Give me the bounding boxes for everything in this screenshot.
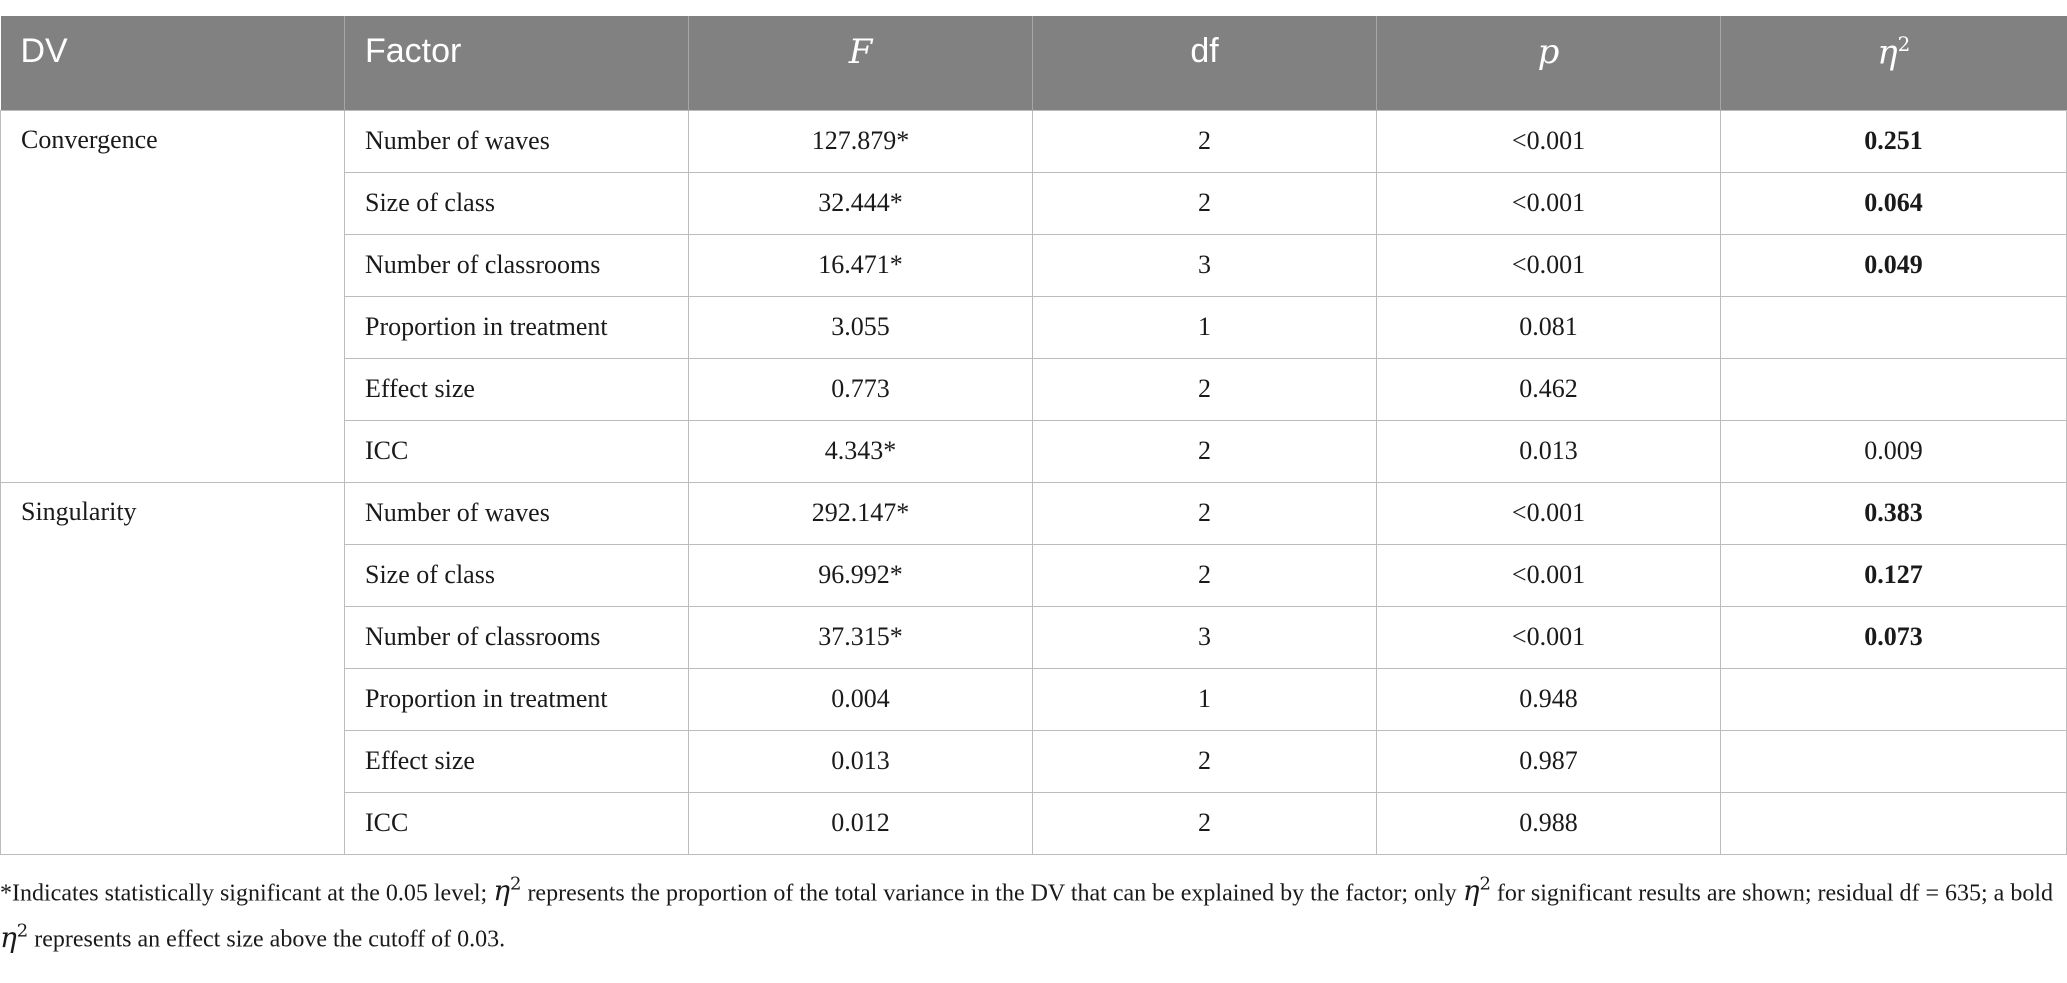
eta-squared-cell: 0.073 <box>1720 605 2067 669</box>
factor-cell: Proportion in treatment <box>344 295 689 359</box>
footnote-eta-1-sup: 2 <box>509 874 522 895</box>
table-row: Number of classrooms 16.471* 3 <0.001 0.049 <box>1 233 2067 297</box>
eta-squared-cell: 0.127 <box>1720 543 2067 607</box>
factor-cell: Proportion in treatment <box>344 667 689 731</box>
header-eta: η2 <box>1720 16 2067 110</box>
eta-squared-cell: 0.009 <box>1720 419 2067 483</box>
df-cell: 2 <box>1032 791 1377 855</box>
footnote-eta-3-sup: 2 <box>16 920 29 942</box>
eta-squared-cell <box>1720 295 2067 359</box>
footnote-eta-2-symbol: η <box>1462 874 1480 908</box>
f-value-cell: 292.147* <box>688 481 1033 545</box>
df-cell: 2 <box>1032 357 1377 421</box>
footnote-eta-1-symbol: η <box>493 874 510 908</box>
footnote-part-2: represents the proportion of the total v… <box>521 880 1463 907</box>
footnote-eta-2: η2 <box>1463 874 1491 907</box>
p-value-cell: <0.001 <box>1376 233 1721 297</box>
f-value-cell: 3.055 <box>688 295 1033 359</box>
factor-cell: Effect size <box>344 357 689 421</box>
table-row: Size of class 32.444* 2 <0.001 0.064 <box>1 171 2067 235</box>
dv-cell: Convergence <box>0 109 345 483</box>
factor-cell: Number of classrooms <box>344 605 689 669</box>
footnote-eta-3: η2 <box>0 920 29 954</box>
df-cell: 2 <box>1032 171 1377 235</box>
p-value-cell: <0.001 <box>1376 171 1721 235</box>
p-value-cell: <0.001 <box>1376 481 1721 545</box>
eta-squared-cell <box>1720 791 2067 855</box>
df-cell: 3 <box>1032 605 1377 669</box>
eta-squared-cell: 0.383 <box>1720 481 2067 545</box>
header-dv: DV <box>0 16 345 110</box>
footnote-part-3: for significant results are shown; resid… <box>1490 880 2053 907</box>
footnote-part-1: *Indicates statistically significant at … <box>0 880 494 907</box>
p-value-cell: 0.987 <box>1376 729 1721 793</box>
p-value-cell: <0.001 <box>1376 605 1721 669</box>
p-value-cell: 0.988 <box>1376 791 1721 855</box>
table-footnote: *Indicates statistically significant at … <box>0 866 2060 959</box>
df-cell: 2 <box>1032 419 1377 483</box>
factor-cell: Size of class <box>344 171 689 235</box>
factor-cell: Effect size <box>344 729 689 793</box>
header-eta-symbol: η <box>1877 32 1898 73</box>
table-row: Proportion in treatment 0.004 1 0.948 <box>1 667 2067 731</box>
f-value-cell: 0.773 <box>688 357 1033 421</box>
dv-cell: Singularity <box>0 481 345 855</box>
p-value-cell: 0.081 <box>1376 295 1721 359</box>
df-cell: 3 <box>1032 233 1377 297</box>
eta-squared-cell: 0.251 <box>1720 109 2067 173</box>
df-cell: 1 <box>1032 295 1377 359</box>
f-value-cell: 37.315* <box>688 605 1033 669</box>
header-p: p <box>1376 16 1721 110</box>
eta-squared-cell <box>1720 729 2067 793</box>
df-cell: 2 <box>1032 481 1377 545</box>
f-value-cell: 16.471* <box>688 233 1033 297</box>
table-row: Effect size 0.013 2 0.987 <box>1 729 2067 793</box>
factor-cell: Number of waves <box>344 481 689 545</box>
table-row: Proportion in treatment 3.055 1 0.081 <box>1 295 2067 359</box>
eta-squared-cell <box>1720 667 2067 731</box>
eta-squared-cell: 0.049 <box>1720 233 2067 297</box>
f-value-cell: 4.343* <box>688 419 1033 483</box>
p-value-cell: <0.001 <box>1376 109 1721 173</box>
header-df: df <box>1032 16 1377 110</box>
factor-cell: Size of class <box>344 543 689 607</box>
table-row: Convergence Number of waves 127.879* 2 <0.00… <box>0 109 2067 483</box>
df-cell: 2 <box>1032 109 1377 173</box>
df-cell: 2 <box>1032 543 1377 607</box>
factor-cell: ICC <box>344 419 689 483</box>
table-row: Size of class 96.992* 2 <0.001 0.127 <box>1 543 2067 607</box>
f-value-cell: 0.012 <box>688 791 1033 855</box>
factor-cell: Number of classrooms <box>344 233 689 297</box>
factor-cell: ICC <box>344 791 689 855</box>
f-value-cell: 0.013 <box>688 729 1033 793</box>
table-row: Number of classrooms 37.315* 3 <0.001 0.073 <box>1 605 2067 669</box>
df-cell: 1 <box>1032 667 1377 731</box>
p-value-cell: <0.001 <box>1376 543 1721 607</box>
footnote-eta-3-symbol: η <box>0 920 17 954</box>
eta-squared-cell: 0.064 <box>1720 171 2067 235</box>
f-value-cell: 32.444* <box>688 171 1033 235</box>
p-value-cell: 0.462 <box>1376 357 1721 421</box>
footnote-eta-2-sup: 2 <box>1479 874 1491 895</box>
f-value-cell: 96.992* <box>688 543 1033 607</box>
header-eta-superscript: 2 <box>1897 32 1911 56</box>
anova-table: DV Factor F df p η2 Convergence Number of… <box>0 16 2067 855</box>
factor-cell: Number of waves <box>344 109 689 173</box>
p-value-cell: 0.013 <box>1376 419 1721 483</box>
df-cell: 2 <box>1032 729 1377 793</box>
table-row: Singularity Number of waves 292.147* 2 <0.00… <box>0 481 2067 855</box>
p-value-cell: 0.948 <box>1376 667 1721 731</box>
f-value-cell: 0.004 <box>688 667 1033 731</box>
table-header: DV Factor F df p η2 <box>0 16 2067 110</box>
f-value-cell: 127.879* <box>688 109 1033 173</box>
table-row: Effect size 0.773 2 0.462 <box>1 357 2067 421</box>
footnote-part-4: represents an effect size above the cuto… <box>28 926 506 953</box>
footnote-eta-1: η2 <box>493 874 521 907</box>
header-factor: Factor <box>344 16 689 110</box>
table-body: Convergence Number of waves 127.879* 2 <0.00… <box>0 109 2067 855</box>
header-f: F <box>688 16 1033 110</box>
eta-squared-cell <box>1720 357 2067 421</box>
table-row: ICC 0.012 2 0.988 <box>1 791 2067 855</box>
